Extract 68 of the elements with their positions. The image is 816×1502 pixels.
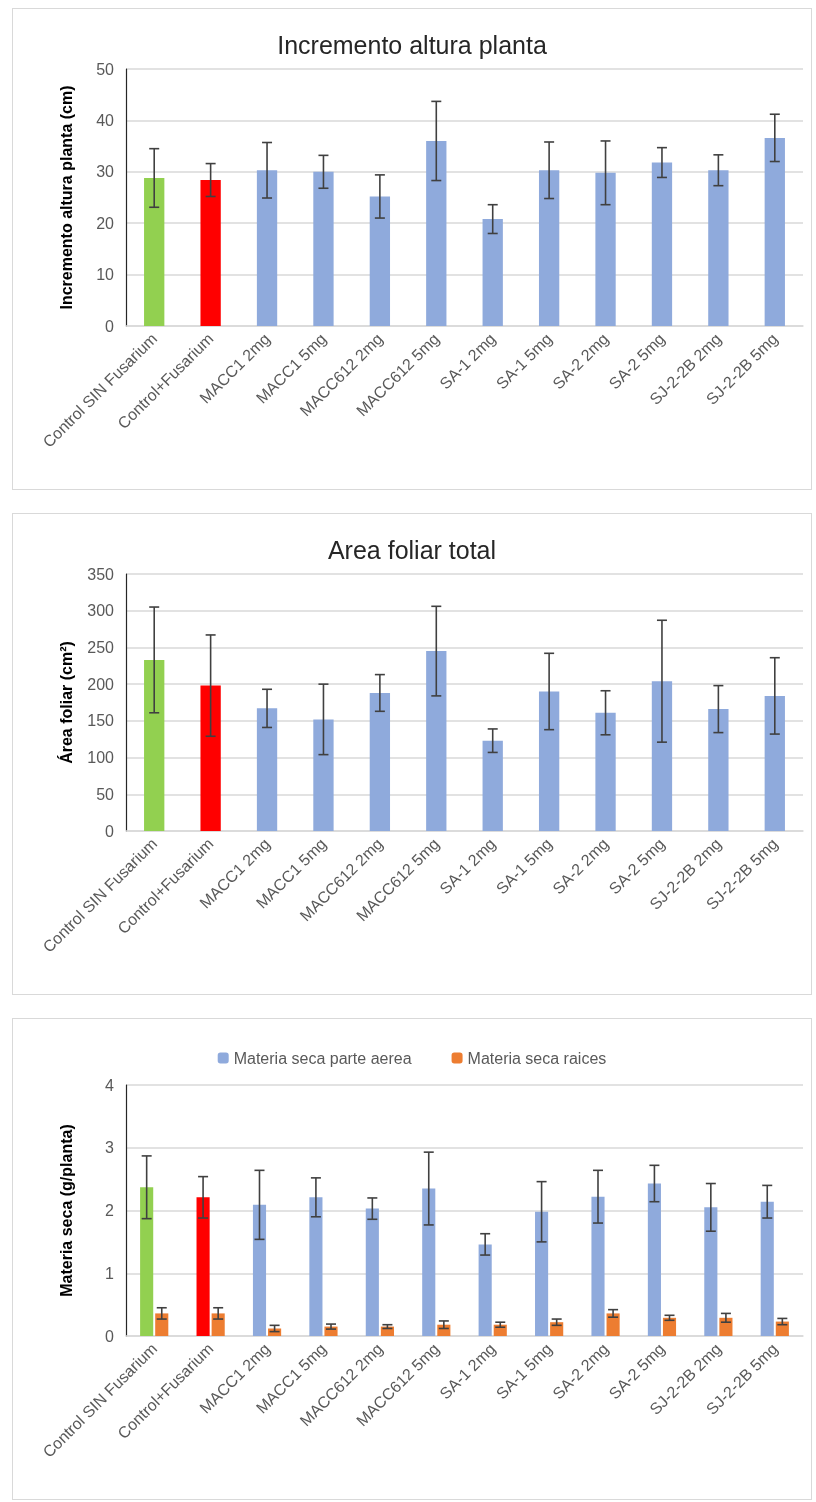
y-tick-label: 40 [96,111,115,129]
bar [256,170,278,326]
bar [647,1183,661,1336]
bar [200,180,221,326]
bar [144,177,165,326]
chart-title: Incremento altura planta [277,30,547,59]
bar [538,170,560,326]
bar [662,1317,677,1336]
y-axis-title: Incremento altura planta (cm) [57,85,75,310]
bar [764,137,785,326]
legend-label: Materia seca raices [467,1049,607,1067]
bar [708,709,729,831]
bar [482,740,503,831]
y-tick-label: 20 [96,214,115,232]
bar [313,719,334,831]
bar [550,1322,564,1336]
y-tick-label: 30 [96,163,115,181]
bar [651,162,673,326]
y-tick-label: 150 [87,712,115,730]
y-tick-label: 350 [87,565,115,583]
legend-label: Materia seca parte aerea [233,1049,412,1067]
bar [538,691,560,831]
bar [309,1197,323,1336]
bar [760,1201,774,1336]
y-tick-label: 50 [96,785,115,803]
bar [256,708,278,831]
bar [422,1188,436,1336]
bar [200,685,221,831]
bar [708,170,729,326]
y-tick-label: 2 [105,1202,115,1219]
y-tick-label: 0 [105,822,115,840]
bar [591,1196,605,1336]
bar [651,681,673,831]
bar [764,695,785,831]
bar [482,219,503,326]
y-tick-label: 100 [87,749,115,767]
bar [719,1317,733,1336]
bar [606,1313,620,1336]
bar [595,712,616,831]
bar [369,692,391,831]
bar [704,1207,718,1336]
bar [313,171,334,326]
bar [426,140,447,326]
bar [535,1211,549,1336]
bar [144,659,165,831]
y-tick-label: 50 [96,60,115,78]
bar [211,1313,225,1336]
bar [196,1197,210,1336]
y-tick-label: 1 [105,1264,115,1282]
y-axis-title: Área foliar (cm²) [56,641,75,764]
bar [478,1244,492,1336]
y-tick-label: 0 [105,317,115,335]
y-tick-label: 250 [87,638,115,656]
bar [369,196,391,326]
bar [252,1204,267,1336]
bar [595,172,616,326]
y-axis-title: Materia seca (g/planta) [57,1124,75,1297]
y-tick-label: 3 [105,1139,115,1157]
y-tick-label: 300 [87,602,115,620]
y-tick-label: 10 [96,266,115,284]
chart-title: Area foliar total [327,535,497,564]
bar [155,1313,169,1336]
bar [426,651,447,831]
y-tick-label: 4 [105,1076,115,1094]
bar [365,1208,379,1336]
y-tick-label: 0 [105,1327,115,1345]
bar [140,1187,154,1336]
y-tick-label: 200 [87,675,115,693]
